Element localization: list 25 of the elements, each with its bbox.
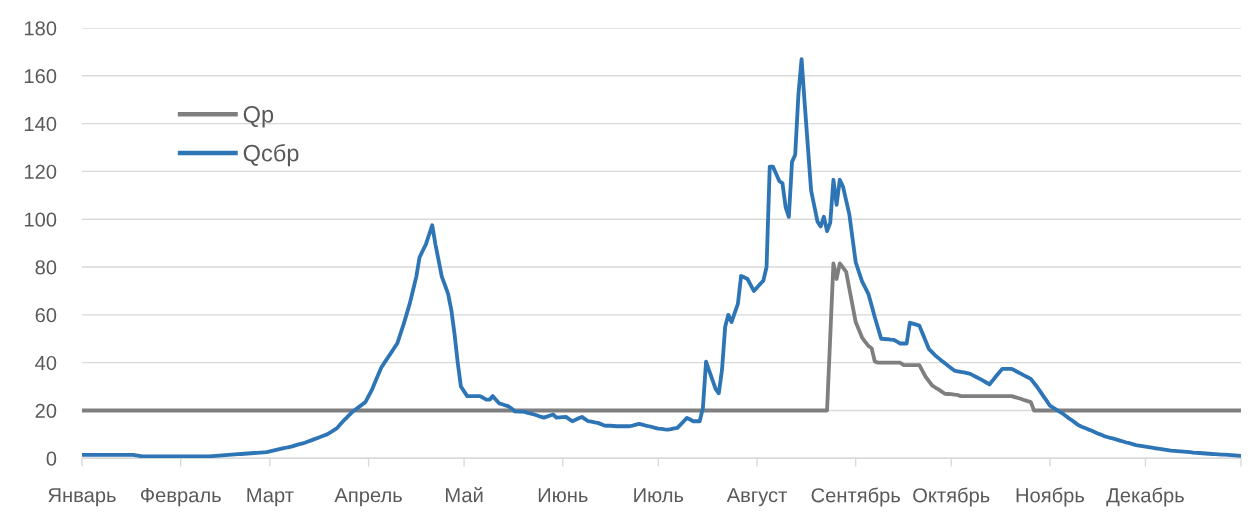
x-tick-label: Октябрь [913,487,990,507]
x-tick-label: Март [247,488,294,507]
y-tick-label: 0 [46,451,57,466]
y-tick-label: 60 [35,308,57,323]
x-tick-label: Апрель [334,488,402,507]
x-tick-label: Июнь [538,488,588,503]
line-series [82,261,1241,413]
y-tick-label: 120 [24,164,57,179]
y-tick-label: 180 [24,21,57,36]
x-tick-label: Февраль [140,488,221,507]
y-tick-label: 140 [24,116,57,132]
legend-label: Qр [243,106,274,128]
y-tick-label: 20 [35,403,57,418]
x-tick-label: Январь [48,488,116,507]
y-tick-label: 80 [35,260,57,275]
x-tick-label: Декабрь [1106,487,1184,507]
x-tick-label: Май [446,487,483,503]
x-tick-label: Ноябрь [1016,487,1085,507]
x-tick-label: Сентябрь [811,487,900,507]
x-tick-label: Август [726,488,787,507]
x-tick-label: Июль [634,488,684,503]
legend-label: Qсбр [243,143,299,167]
y-tick-label: 100 [24,212,57,227]
y-tick-label: 160 [24,69,57,84]
y-tick-label: 40 [35,355,57,371]
